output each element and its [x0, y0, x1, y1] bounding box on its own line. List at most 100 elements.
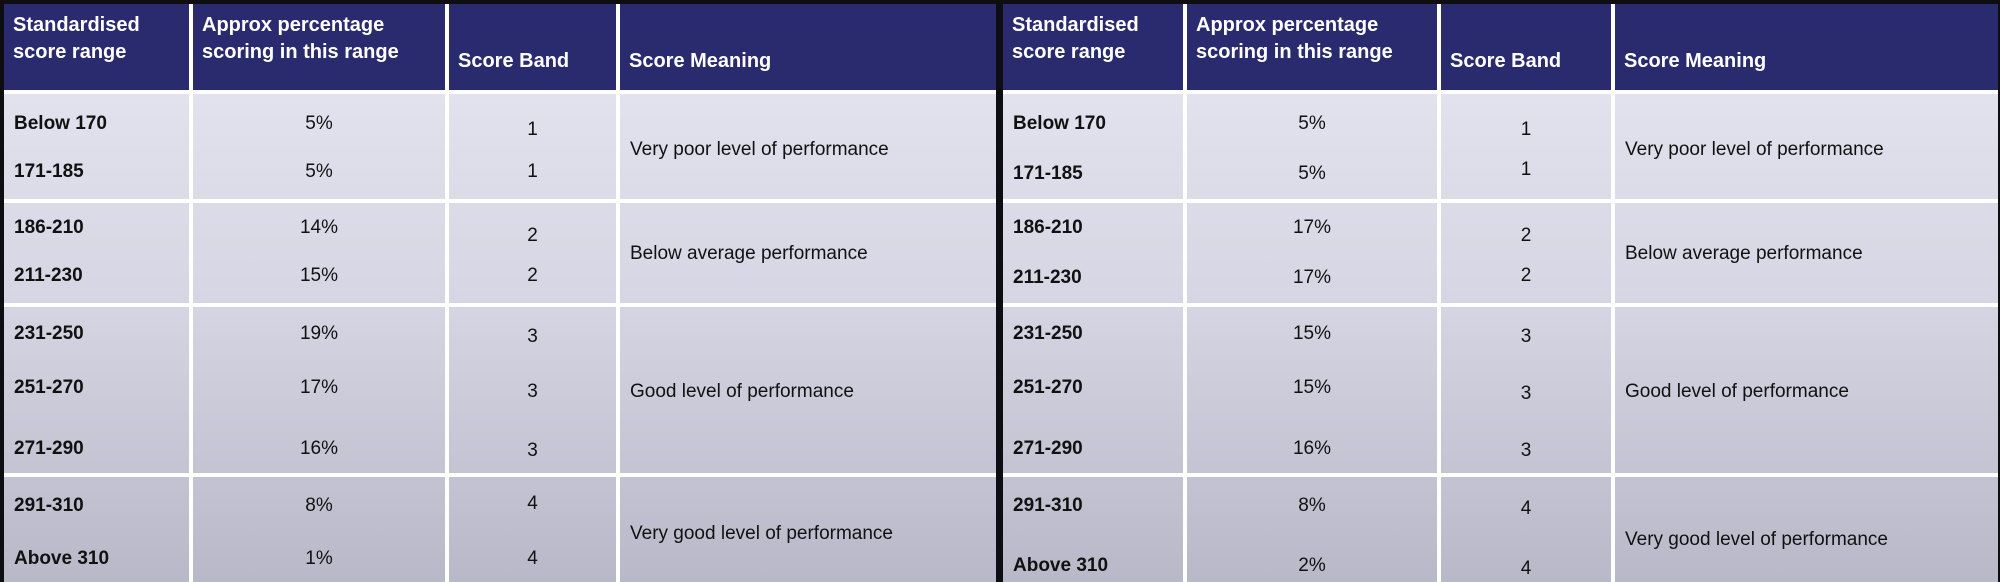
header-score-range: Standardised score range [4, 4, 185, 90]
score-range-cell: Below 170 [1013, 113, 1106, 134]
score-range-cell: Above 310 [1013, 555, 1109, 576]
percentage-cell: 5% [305, 113, 333, 134]
header-score-range-line: Standardised [13, 14, 140, 36]
percentage-cell: 1% [305, 548, 333, 569]
percentage-cell: 15% [1292, 323, 1332, 344]
score-range-cell: 231-250 [14, 323, 84, 344]
header-score-meaning: Score Meaning [620, 4, 996, 90]
score-meaning-cell: Very poor level of performance [1625, 139, 1884, 160]
column-divider [189, 4, 193, 582]
column-divider [1611, 4, 1615, 582]
score-range-cell: 186-210 [14, 217, 84, 238]
percentage-cell: 15% [1292, 377, 1332, 398]
percentage-cell: 5% [1298, 113, 1326, 134]
score-band-cell: 3 [1520, 383, 1532, 404]
header-score-band-line: Score Band [1450, 49, 1562, 72]
score-band-cell: 3 [527, 326, 538, 347]
score-table-right: Standardised score range Approx percentage… [1003, 4, 1998, 582]
header-score-meaning: Score Meaning [1615, 4, 1998, 90]
score-range-cell: 211-230 [1013, 267, 1082, 288]
score-range-cell: 271-290 [1013, 438, 1083, 459]
group-divider [4, 303, 996, 307]
score-range-cell: 291-310 [14, 495, 84, 516]
percentage-cell: 16% [299, 438, 339, 459]
table-header: Standardised score range Approx percentage… [4, 4, 996, 90]
score-range-cell: 271-290 [14, 438, 84, 459]
group-divider [1003, 303, 1998, 307]
column-divider [1183, 4, 1187, 582]
score-band-cell: 2 [527, 225, 538, 246]
header-score-meaning-text: Score Meaning [1624, 48, 1766, 75]
score-range-cell: 251-270 [14, 377, 84, 398]
score-meaning-cell: Below average performance [630, 243, 868, 264]
table-header: Standardised score range Approx percentage… [1003, 4, 1998, 90]
score-meaning-cell: Below average performance [1625, 243, 1863, 264]
column-divider [445, 4, 449, 582]
column-divider [1437, 4, 1441, 582]
header-approx-percentage-text: Approx percentage scoring in this range [202, 12, 399, 66]
score-band-cell: 3 [1520, 440, 1532, 461]
score-band-cell: 3 [1520, 326, 1532, 347]
header-score-range-line: Standardised [1012, 14, 1139, 36]
header-score-range-text: Standardised score range [1012, 12, 1139, 66]
score-band-cell: 1 [1520, 119, 1532, 140]
score-range-cell: 186-210 [1013, 217, 1083, 238]
score-band-cell: 1 [527, 119, 538, 140]
table-body [1003, 94, 1998, 582]
percentage-cell: 17% [1292, 267, 1332, 288]
group-divider [4, 199, 996, 203]
header-score-range-line: score range [1012, 41, 1126, 63]
header-approx-percentage-text: Approx percentage scoring in this range [1196, 12, 1393, 66]
score-range-cell: 251-270 [1013, 377, 1083, 398]
header-score-band-text: Score Band [458, 48, 569, 75]
score-band-cell: 3 [527, 381, 538, 402]
header-score-band: Score Band [449, 4, 616, 90]
header-score-range: Standardised score range [1003, 4, 1179, 90]
header-score-range-line: score range [13, 41, 127, 63]
percentage-cell: 16% [1292, 438, 1332, 459]
score-band-cell: 2 [1520, 265, 1532, 286]
score-range-cell: 211-230 [14, 265, 83, 286]
score-band-cell: 4 [1520, 498, 1532, 519]
score-range-cell: Above 310 [14, 548, 110, 569]
header-score-meaning-text: Score Meaning [629, 48, 771, 75]
percentage-cell: 5% [1298, 163, 1326, 184]
percentage-cell: 5% [305, 161, 333, 182]
group-divider [4, 473, 996, 477]
percentage-cell: 8% [1298, 495, 1326, 516]
percentage-cell: 2% [1298, 555, 1326, 576]
header-score-band-text: Score Band [1450, 48, 1561, 75]
score-band-cell: 1 [1520, 159, 1532, 180]
score-range-cell: 231-250 [1013, 323, 1083, 344]
score-table-left: Standardised score range Approx percentage… [4, 4, 996, 582]
group-divider [1003, 199, 1998, 203]
header-approx-percentage-line: scoring in this range [1196, 41, 1393, 63]
header-approx-percentage: Approx percentage scoring in this range [1187, 4, 1437, 90]
percentage-cell: 17% [1292, 217, 1332, 238]
score-meaning-cell: Very poor level of performance [630, 139, 889, 160]
percentage-cell: 8% [305, 495, 333, 516]
group-divider [1003, 473, 1998, 477]
score-range-cell: 171-185 [1013, 163, 1083, 184]
percentage-cell: 14% [299, 217, 339, 238]
header-score-meaning-line: Score Meaning [1624, 49, 1767, 72]
percentage-cell: 15% [299, 265, 339, 286]
score-band-cell: 2 [1520, 225, 1532, 246]
header-approx-percentage: Approx percentage scoring in this range [193, 4, 445, 90]
header-score-band-line: Score Band [458, 49, 570, 72]
header-score-range-text: Standardised score range [13, 12, 140, 66]
score-meaning-cell: Very good level of performance [630, 523, 893, 544]
score-band-cell: 2 [527, 265, 538, 286]
table-body [4, 94, 996, 582]
score-band-cell: 3 [527, 440, 538, 461]
score-range-cell: 291-310 [1013, 495, 1083, 516]
score-meaning-cell: Good level of performance [630, 381, 854, 402]
header-approx-percentage-line: Approx percentage [202, 14, 385, 36]
score-band-cell: 4 [1520, 558, 1532, 579]
header-divider [1003, 90, 1998, 94]
header-score-band: Score Band [1441, 4, 1611, 90]
score-range-cell: Below 170 [14, 113, 107, 134]
header-approx-percentage-line: scoring in this range [202, 41, 399, 63]
score-meaning-cell: Good level of performance [1625, 381, 1849, 402]
